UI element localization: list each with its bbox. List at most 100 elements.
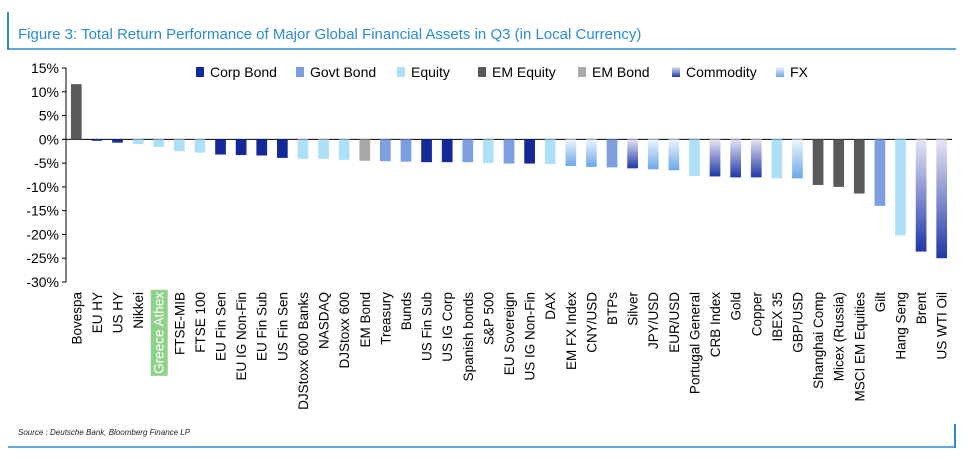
y-tick-label: 5% bbox=[39, 108, 59, 124]
bar-crb-index bbox=[709, 139, 721, 177]
bar-silver bbox=[627, 139, 638, 169]
x-tick-label: US Fin Sub bbox=[420, 292, 435, 361]
x-tick-label: Nikkei bbox=[131, 292, 146, 329]
y-tick-label: 15% bbox=[31, 60, 59, 76]
x-tick-label: Bunds bbox=[399, 292, 414, 331]
y-tick-label: -5% bbox=[34, 155, 59, 171]
x-tick-label: US WTI Oil bbox=[935, 292, 950, 360]
bar-shanghai-comp bbox=[812, 139, 824, 185]
x-tick-label: US IG Corp bbox=[440, 292, 455, 362]
x-tick-label-group: US WTI Oil bbox=[935, 292, 950, 360]
x-tick-label: EUR/USD bbox=[667, 292, 682, 353]
bar-brent bbox=[915, 139, 927, 252]
bar-us-hy bbox=[112, 139, 123, 143]
x-tick-label: DAX bbox=[543, 292, 558, 320]
x-tick-label-group: Copper bbox=[749, 291, 764, 336]
x-tick-label-group: MSCI EM Equities bbox=[852, 292, 867, 402]
bar-eu-fin-sub bbox=[256, 139, 268, 156]
x-tick-label: US IG Non-Fin bbox=[523, 292, 538, 381]
bar-btps bbox=[606, 139, 618, 168]
x-tick-label-group: JPY/USD bbox=[646, 292, 661, 349]
legend-label: EM Equity bbox=[492, 64, 556, 80]
bar-nasdaq bbox=[318, 139, 329, 159]
x-tick-label-group: EM FX Index bbox=[564, 292, 579, 370]
bar-eu-sovereign bbox=[503, 139, 515, 164]
x-tick-label: EU Fin Sub bbox=[255, 292, 270, 361]
x-tick-label-group: Bunds bbox=[399, 292, 414, 331]
legend-swatch-equity bbox=[397, 67, 405, 77]
bar-djstoxx-600 bbox=[338, 139, 350, 160]
y-tick-label: -15% bbox=[26, 203, 59, 219]
legend-label: FX bbox=[790, 64, 809, 80]
y-tick-label: -20% bbox=[26, 226, 59, 242]
legend-swatch-fx bbox=[776, 67, 784, 77]
x-tick-label-group: US Fin Sub bbox=[420, 292, 435, 361]
bar-greece-athex bbox=[153, 139, 165, 147]
x-tick-label-group: Hang Seng bbox=[893, 292, 908, 360]
x-tick-label-group: IBEX 35 bbox=[770, 292, 785, 342]
bar-eu-fin-sen bbox=[215, 139, 226, 155]
bar-ibex-35 bbox=[771, 139, 783, 179]
x-tick-label: CRB Index bbox=[708, 292, 723, 358]
bar-us-fin-sub bbox=[421, 139, 432, 163]
x-tick-label: CNY/USD bbox=[584, 292, 599, 353]
bar-gilt bbox=[874, 139, 886, 206]
x-tick-label: EM Bond bbox=[358, 292, 373, 348]
x-tick-label-group: EUR/USD bbox=[667, 292, 682, 353]
x-tick-label-group: S&P 500 bbox=[481, 292, 496, 345]
bar-us-wti-oil bbox=[936, 139, 948, 259]
bar-micex-russia- bbox=[833, 139, 845, 187]
source-note: Source : Deutsche Bank, Bloomberg Financ… bbox=[18, 428, 191, 437]
x-tick-label-group: Gilt bbox=[873, 292, 888, 312]
bar-copper bbox=[750, 139, 762, 178]
x-tick-label: JPY/USD bbox=[646, 292, 661, 349]
x-tick-label: GBP/USD bbox=[790, 292, 805, 353]
x-tick-label: Greece Athex bbox=[152, 292, 167, 374]
x-tick-label-group: Spanish bonds bbox=[461, 292, 476, 382]
bar-ftse-mib bbox=[173, 139, 185, 152]
chart-title: Figure 3: Total Return Performance of Ma… bbox=[18, 26, 642, 43]
x-tick-label: Spanish bonds bbox=[461, 292, 476, 382]
x-tick-label-group: EU Sovereign bbox=[502, 292, 517, 375]
x-tick-label-group: US IG Corp bbox=[440, 292, 455, 362]
x-tick-label: Portugal General bbox=[687, 292, 702, 394]
x-tick-label-group: Nikkei bbox=[131, 292, 146, 329]
bar-eur-usd bbox=[668, 139, 680, 171]
x-tick-label-group: Gold bbox=[729, 292, 744, 321]
x-tick-label: S&P 500 bbox=[481, 292, 496, 345]
bar-us-ig-corp bbox=[441, 139, 453, 163]
axis-layer: 15% 10% 5% 0% -5% -10% -15% -20% -25% -30% bbox=[26, 60, 952, 290]
y-tick-label: -30% bbox=[26, 274, 59, 290]
x-tick-label-group: Shanghai Comp bbox=[811, 292, 826, 389]
x-tick-label: NASDAQ bbox=[317, 292, 332, 349]
bar-msci-em-equities bbox=[853, 139, 865, 194]
highlight-box bbox=[150, 289, 168, 376]
legend-swatch-govt-bond bbox=[296, 67, 304, 77]
x-tick-label-group: FTSE-MIB bbox=[172, 292, 187, 355]
bar-eu-hy bbox=[91, 139, 103, 141]
x-tick-label-group: Micex (Russia) bbox=[832, 292, 847, 381]
x-tick-label-group: BTPs bbox=[605, 292, 620, 325]
legend-label: Corp Bond bbox=[210, 64, 277, 80]
legend-label: EM Bond bbox=[592, 64, 650, 80]
x-tick-label-group: NASDAQ bbox=[317, 292, 332, 349]
x-tick-label: FTSE-MIB bbox=[172, 292, 187, 355]
x-tick-label-group: US Fin Sen bbox=[275, 292, 290, 361]
legend-swatch-corp-bond bbox=[196, 67, 204, 77]
legend-swatch-em-equity bbox=[478, 67, 486, 77]
x-tick-label: EU Fin Sen bbox=[214, 292, 229, 361]
x-tick-label-group: CNY/USD bbox=[584, 292, 599, 353]
x-tick-label: EU HY bbox=[90, 292, 105, 333]
x-tick-label-group: Greece Athex bbox=[150, 289, 168, 376]
x-labels-layer: Bovespa EU HY US HY Nikkei Greece Athex FTSE-… bbox=[69, 289, 950, 410]
x-tick-label: BTPs bbox=[605, 292, 620, 325]
x-tick-label: Brent bbox=[914, 292, 929, 325]
bar-nikkei bbox=[132, 139, 144, 145]
x-tick-label-group: EU Fin Sen bbox=[214, 292, 229, 361]
x-tick-label-group: DAX bbox=[543, 292, 558, 320]
x-tick-label: Shanghai Comp bbox=[811, 292, 826, 389]
x-tick-label-group: Brent bbox=[914, 292, 929, 325]
bar-cny-usd bbox=[586, 139, 597, 167]
